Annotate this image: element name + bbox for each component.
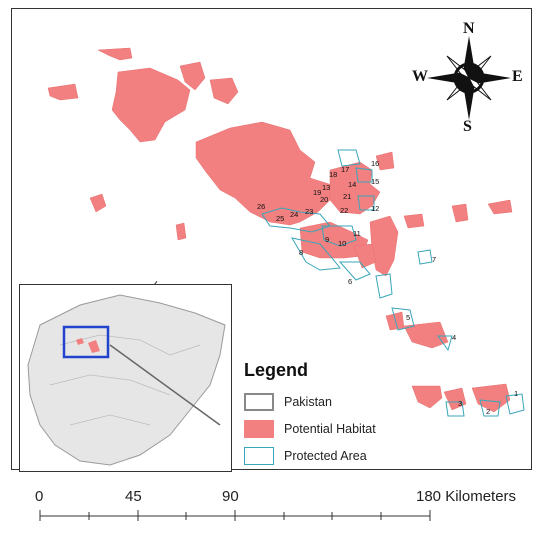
site-label: 26 — [257, 202, 266, 211]
legend-swatch-pakistan — [244, 393, 274, 411]
site-label: 11 — [353, 229, 361, 238]
compass-north: N — [463, 20, 475, 37]
inset-pakistan-svg — [27, 294, 226, 466]
pakistan-outline — [27, 294, 226, 466]
scale-label-45: 45 — [125, 488, 142, 505]
site-label: 12 — [371, 204, 380, 213]
legend-swatch-protected — [244, 447, 274, 465]
site-label: 23 — [305, 207, 314, 216]
site-label: 7 — [432, 255, 437, 264]
site-label: 24 — [290, 210, 299, 219]
site-label: 15 — [371, 177, 380, 186]
site-label: 5 — [406, 313, 411, 322]
site-label: 22 — [340, 206, 349, 215]
study-area-box — [62, 325, 110, 359]
compass-south: S — [463, 118, 472, 135]
inset-map — [19, 284, 232, 472]
legend-label: Pakistan — [284, 395, 332, 409]
protected-area-layer — [261, 149, 525, 417]
legend-item-protected: Protected Area — [244, 447, 367, 465]
site-label: 8 — [299, 248, 304, 257]
site-label: 3 — [458, 399, 463, 408]
legend-label: Potential Habitat — [284, 422, 376, 436]
compass-rose — [427, 36, 511, 120]
scale-bar — [39, 510, 431, 521]
legend-swatch-habitat — [244, 420, 274, 438]
potential-habitat-layer — [47, 47, 513, 413]
site-label: 1 — [514, 389, 519, 398]
legend-title: Legend — [244, 360, 309, 380]
legend-item-habitat: Potential Habitat — [244, 420, 376, 438]
scale-label-180: 180 Kilometers — [416, 488, 517, 505]
legend-item-pakistan: Pakistan — [244, 393, 332, 411]
site-label: 10 — [338, 239, 347, 248]
scale-label-90: 90 — [222, 488, 239, 505]
site-label: 20 — [320, 195, 329, 204]
site-label: 19 — [313, 188, 322, 197]
site-label: 14 — [348, 180, 357, 189]
scale-label-0: 0 — [35, 488, 44, 505]
site-label: 16 — [371, 159, 380, 168]
site-label: 9 — [325, 235, 330, 244]
site-label: 2 — [486, 407, 491, 416]
compass-west: W — [412, 68, 428, 85]
site-label: 17 — [341, 165, 350, 174]
legend-label: Protected Area — [284, 449, 367, 463]
site-label: 4 — [452, 333, 457, 342]
compass-east: E — [512, 68, 523, 85]
site-label: 18 — [329, 170, 338, 179]
site-label: 13 — [322, 183, 331, 192]
site-label: 25 — [276, 214, 285, 223]
inset-river — [109, 344, 221, 426]
site-label: 6 — [348, 277, 353, 286]
site-label: 21 — [343, 192, 352, 201]
